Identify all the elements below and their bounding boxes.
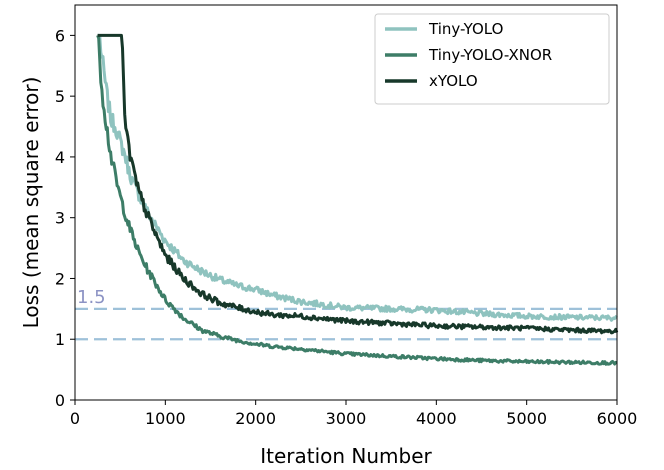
y-axis-label: Loss (mean square error) (19, 77, 43, 329)
x-tick-label: 3000 (326, 409, 367, 428)
x-tick-label: 2000 (235, 409, 276, 428)
x-tick-label: 0 (70, 409, 80, 428)
legend-label-tiny-yolo-xnor: Tiny-YOLO-XNOR (428, 46, 552, 64)
x-tick-label: 1000 (145, 409, 186, 428)
y-axis-ticks: 0 1 2 3 4 5 6 (55, 26, 75, 410)
x-tick-label: 5000 (506, 409, 547, 428)
legend-box (374, 13, 610, 105)
y-tick-label: 2 (55, 269, 65, 288)
reference-lines: 1.5 (75, 287, 617, 341)
x-axis-label: Iteration Number (260, 444, 432, 468)
series-line-xyolo (97, 33, 619, 335)
reference-line-label: 1.5 (77, 287, 106, 308)
x-tick-label: 6000 (597, 409, 638, 428)
legend-label-xyolo: xYOLO (429, 72, 478, 90)
series-lines (96, 33, 619, 366)
y-tick-label: 1 (55, 330, 65, 349)
x-axis-ticks: 0 1000 2000 3000 4000 5000 6000 (70, 400, 637, 428)
y-tick-label: 4 (55, 148, 65, 167)
x-tick-label: 4000 (416, 409, 457, 428)
y-tick-label: 0 (55, 391, 65, 410)
y-tick-label: 5 (55, 87, 65, 106)
legend: Tiny-YOLO Tiny-YOLO-XNOR xYOLO (374, 13, 610, 105)
y-tick-label: 6 (55, 26, 65, 45)
legend-label-tiny-yolo: Tiny-YOLO (428, 20, 503, 38)
y-tick-label: 3 (55, 209, 65, 228)
series-line-tiny-yolo-xnor (96, 34, 618, 366)
series-line-tiny-yolo (97, 33, 618, 322)
